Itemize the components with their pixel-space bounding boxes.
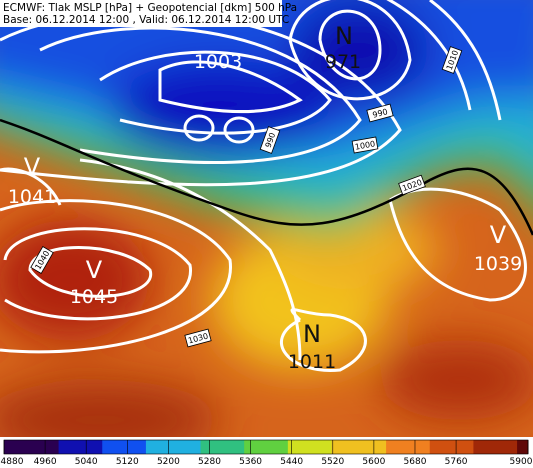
center-value: 1003 bbox=[194, 51, 242, 73]
colorbar-segment bbox=[353, 440, 365, 454]
header-line: ECMWF: Tlak MSLP [hPa] + Geopotencial [d… bbox=[3, 2, 297, 14]
colorbar-segment bbox=[298, 440, 311, 454]
colorbar-label: 5760 bbox=[445, 457, 468, 467]
reference-line bbox=[0, 118, 533, 236]
colorbar-segment bbox=[375, 440, 387, 454]
colorbar-segment bbox=[69, 440, 81, 454]
colorbar: 4880 4960 5040 5120 5200 5280 5360 5440 5520 5600… bbox=[1, 439, 533, 467]
header-box bbox=[0, 0, 282, 27]
colorbar-segment bbox=[266, 440, 278, 454]
colorbar-segment bbox=[222, 440, 234, 454]
colorbar-segment bbox=[211, 440, 223, 454]
colorbar-segment bbox=[495, 440, 507, 454]
colorbar-segment bbox=[255, 440, 267, 454]
center-symbol: N bbox=[335, 22, 353, 50]
colorbar-segment bbox=[484, 440, 496, 454]
colorbar-segment bbox=[517, 440, 529, 454]
colorbar-label: 5440 bbox=[280, 457, 303, 467]
colorbar-segment bbox=[156, 440, 169, 454]
colorbar-segment bbox=[135, 440, 147, 454]
colorbar-label: 5280 bbox=[198, 457, 221, 467]
colorbar-segment bbox=[47, 440, 60, 454]
center-value: 1011 bbox=[288, 351, 336, 373]
colorbar-segment bbox=[397, 440, 409, 454]
colorbar-segment bbox=[418, 440, 431, 454]
pressure-centers: N 971 1003 V 1041 V 1045 N 1011 V 1039 bbox=[8, 22, 522, 373]
colorbar-segment bbox=[178, 440, 191, 454]
center-value: 1045 bbox=[70, 286, 118, 308]
center-symbol: V bbox=[86, 256, 103, 284]
colorbar-segment bbox=[331, 440, 343, 454]
colorbar-segment bbox=[506, 440, 518, 454]
center-value: 1039 bbox=[474, 253, 522, 275]
colorbar-segment bbox=[14, 440, 27, 454]
center-symbol: V bbox=[490, 221, 507, 249]
colorbar-segment bbox=[113, 440, 125, 454]
colorbar-label: 5900 bbox=[510, 457, 533, 467]
colorbar-label: 5680 bbox=[404, 457, 427, 467]
colorbar-segment bbox=[36, 440, 49, 454]
colorbar-segment bbox=[320, 440, 332, 454]
colorbar-segment bbox=[407, 440, 420, 454]
colorbar-segment bbox=[342, 440, 354, 454]
colorbar-segment bbox=[309, 440, 322, 454]
colorbar-label: 5360 bbox=[239, 457, 262, 467]
colorbar-segment bbox=[473, 440, 485, 454]
colorbar-segment bbox=[429, 440, 442, 454]
colorbar-segment bbox=[25, 440, 38, 454]
colorbar-segment bbox=[287, 440, 300, 454]
center-value: 1041 bbox=[8, 186, 56, 208]
colorbar-label: 5200 bbox=[157, 457, 180, 467]
colorbar-segment bbox=[386, 440, 398, 454]
colorbar-segment bbox=[462, 440, 474, 454]
center-symbol: N bbox=[303, 320, 321, 348]
colorbar-segment bbox=[102, 440, 114, 454]
colorbar-segment bbox=[145, 440, 158, 454]
isobar-label: 1000 bbox=[354, 139, 376, 151]
colorbar-segment bbox=[167, 440, 180, 454]
colorbar-segment bbox=[364, 440, 376, 454]
colorbar-segment bbox=[124, 440, 136, 454]
colorbar-segment bbox=[451, 440, 463, 454]
colorbar-segment bbox=[276, 440, 289, 454]
colorbar-label: 5520 bbox=[321, 457, 344, 467]
colorbar-segment bbox=[91, 440, 103, 454]
colorbar-label: 4960 bbox=[34, 457, 57, 467]
colorbar-segment bbox=[189, 440, 201, 454]
colorbar-segment bbox=[58, 440, 70, 454]
colorbar-segment bbox=[440, 440, 453, 454]
colorbar-segment bbox=[200, 440, 212, 454]
colorbar-segment bbox=[233, 440, 245, 454]
header-line: Base: 06.12.2014 12:00 , Valid: 06.12.20… bbox=[3, 14, 289, 26]
colorbar-label: 5040 bbox=[75, 457, 98, 467]
colorbar-label: 5600 bbox=[362, 457, 385, 467]
isobar-label: 990 bbox=[372, 107, 389, 120]
colorbar-segment bbox=[244, 440, 256, 454]
colorbar-label: 4880 bbox=[1, 457, 24, 467]
colorbar-segment bbox=[4, 440, 16, 454]
colorbar-label: 5120 bbox=[116, 457, 139, 467]
center-symbol: V bbox=[24, 153, 41, 181]
center-value: 971 bbox=[325, 51, 361, 73]
